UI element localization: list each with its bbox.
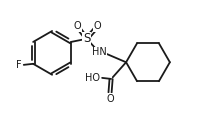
Text: O: O (94, 21, 101, 31)
Text: HN: HN (92, 47, 107, 57)
Text: O: O (73, 21, 81, 31)
Text: S: S (83, 32, 90, 45)
Text: F: F (16, 60, 22, 70)
Text: O: O (106, 94, 114, 104)
Text: HO: HO (85, 73, 100, 83)
